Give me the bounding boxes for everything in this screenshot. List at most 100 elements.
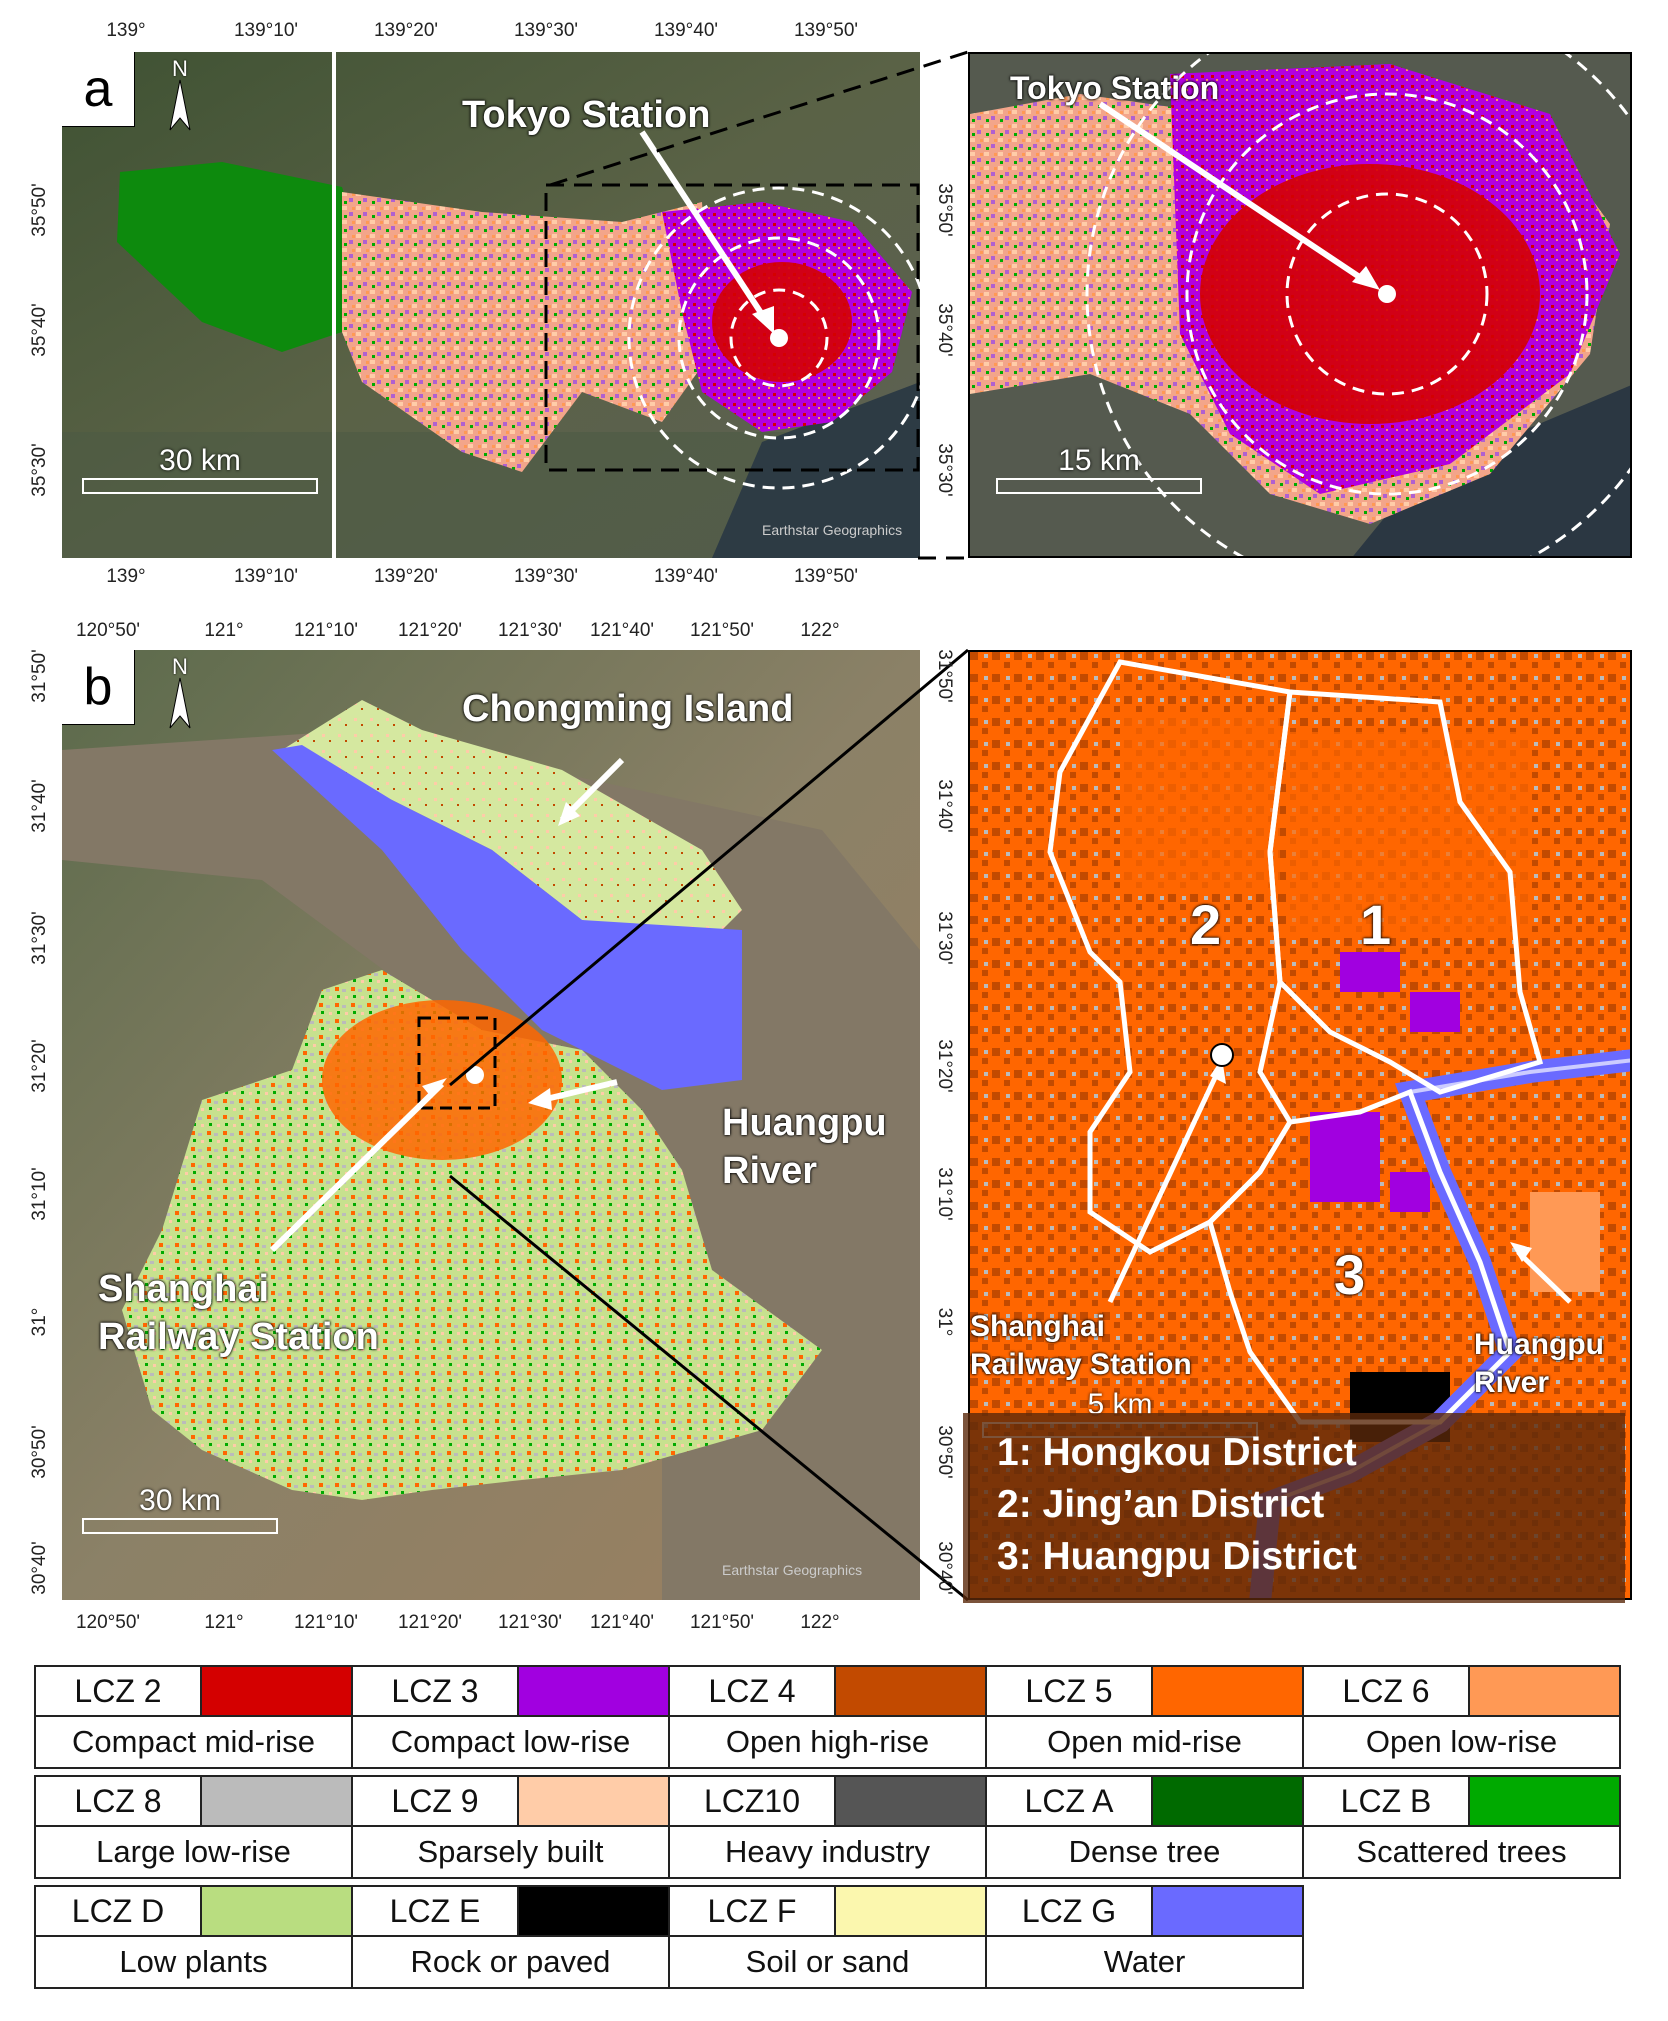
legend-swatch [519, 1887, 668, 1935]
panel-a-bottom-tick: 139° [106, 566, 146, 587]
north-arrow-b: N [160, 654, 200, 734]
scale-bar-a-zoom: 15 km [996, 444, 1202, 494]
tokyo-zoom-map: Tokyo Station 15 km [968, 52, 1632, 558]
scale-bar-b-label: 30 km [139, 1484, 221, 1517]
zoom-connector-b [449, 648, 969, 1602]
panel-a-letter: a [62, 52, 135, 127]
legend-entry: LCZ 3 [351, 1665, 670, 1717]
shanghai-station-label-2: Railway Station [98, 1316, 379, 1358]
legend-name: Heavy industry [668, 1825, 987, 1879]
legend-code: LCZ 3 [353, 1667, 519, 1715]
chongming-island-label: Chongming Island [462, 688, 794, 730]
legend-code: LCZ E [353, 1887, 519, 1935]
panel-a-top-tick: 139°50' [793, 20, 859, 41]
panel-b-left-tick: 30°40' [29, 1541, 50, 1595]
north-arrow: N [160, 56, 200, 136]
legend-name: Large low-rise [34, 1825, 353, 1879]
panel-b-left-tick: 31°30' [29, 911, 50, 965]
panel-a-right-tick: 35°50' [934, 183, 955, 237]
legend-swatch [202, 1887, 351, 1935]
legend-swatch [1153, 1667, 1302, 1715]
shanghai-station-label-1: Shanghai [98, 1268, 270, 1310]
legend-swatch [1153, 1777, 1302, 1825]
legend-name: Open mid-rise [985, 1715, 1304, 1769]
legend-entry: LCZ 6 [1302, 1665, 1621, 1717]
panel-b-right-tick: 30°50' [934, 1425, 955, 1479]
scale-bar-a-zoom-label: 15 km [1058, 444, 1140, 477]
panel-b-letter: b [62, 650, 135, 725]
legend-swatch [202, 1777, 351, 1825]
legend-code: LCZ 6 [1304, 1667, 1470, 1715]
district-item-3: 3: Huangpu District [997, 1535, 1357, 1578]
legend-code: LCZ G [987, 1887, 1153, 1935]
panel-a-bottom-tick: 139°10' [233, 566, 299, 587]
panel-b-top-tick: 121°40' [589, 620, 655, 641]
legend-code: LCZ A [987, 1777, 1153, 1825]
legend-name: Soil or sand [668, 1935, 987, 1989]
legend-name: Sparsely built [351, 1825, 670, 1879]
district-number-1: 1 [1360, 893, 1392, 956]
panel-b-right-tick: 31°30' [934, 911, 955, 965]
legend-swatch [519, 1777, 668, 1825]
panel-b-left-tick: 31°10' [29, 1167, 50, 1221]
forest-area [117, 162, 362, 352]
panel-a-right-tick: 35°30' [934, 443, 955, 497]
zoom-station-label-1: Shanghai [970, 1310, 1106, 1343]
legend-name: Open low-rise [1302, 1715, 1621, 1769]
panel-b-right-tick: 31° [934, 1307, 955, 1337]
zoom-huangpu-label-2: River [1474, 1366, 1550, 1399]
scale-bar-b: 30 km [82, 1484, 278, 1534]
legend-code: LCZ F [670, 1887, 836, 1935]
legend-code: LCZ 2 [36, 1667, 202, 1715]
tokyo-station-zoom-label: Tokyo Station [1010, 70, 1220, 106]
legend-entry: LCZ 9 [351, 1775, 670, 1827]
panel-b-top-tick: 121°20' [397, 620, 463, 641]
tokyo-station-label: Tokyo Station [462, 94, 711, 136]
panel-b-bottom-tick: 122° [800, 1612, 840, 1633]
legend-swatch [836, 1887, 985, 1935]
legend-name: Compact low-rise [351, 1715, 670, 1769]
legend-entry: LCZ G [985, 1885, 1304, 1937]
legend-name: Low plants [34, 1935, 353, 1989]
panel-b-bottom-tick: 121°40' [589, 1612, 655, 1633]
legend-code: LCZ 8 [36, 1777, 202, 1825]
north-arrow-icon [169, 79, 191, 131]
zoom-station-label-2: Railway Station [970, 1348, 1192, 1381]
legend-swatch [1470, 1777, 1619, 1825]
zoom-connector-a [549, 50, 969, 560]
shanghai-mainland-lcz [122, 970, 822, 1500]
legend-name: Water [985, 1935, 1304, 1989]
panel-a-top-tick: 139° [106, 20, 146, 41]
panel-a-bottom-tick: 139°30' [513, 566, 579, 587]
huangpu-river-label-2: River [722, 1150, 818, 1192]
hongkou-boundary [1267, 689, 1544, 1095]
legend-swatch [836, 1777, 985, 1825]
legend-code: LCZ10 [670, 1777, 836, 1825]
zoom-huangpu-label-1: Huangpu [1474, 1328, 1604, 1361]
panel-b-bottom-tick: 121°20' [397, 1612, 463, 1633]
panel-b-left-tick: 31°20' [29, 1039, 50, 1093]
panel-a-top-tick: 139°30' [513, 20, 579, 41]
legend-swatch [836, 1667, 985, 1715]
district-list: 1: Hongkou District 2: Jing’an District … [963, 1413, 1625, 1603]
district-item-1: 1: Hongkou District [997, 1431, 1357, 1474]
legend-entry: LCZ 2 [34, 1665, 353, 1717]
panel-b-bottom-tick: 121°30' [497, 1612, 563, 1633]
tokyo-station-marker [770, 329, 788, 347]
legend-code: LCZ 4 [670, 1667, 836, 1715]
panel-a-top-tick: 139°40' [653, 20, 719, 41]
panel-b-right-tick: 31°20' [934, 1039, 955, 1093]
huangpu-boundary [1207, 1088, 1513, 1425]
legend-entry: LCZ D [34, 1885, 353, 1937]
panel-b-top-tick: 122° [800, 620, 840, 641]
panel-a-right-tick: 35°40' [934, 303, 955, 357]
panel-b-top-tick: 121°10' [293, 620, 359, 641]
tokyo-map-graphic [62, 52, 920, 558]
legend-name: Compact mid-rise [34, 1715, 353, 1769]
tokyo-mixed-lcz [342, 192, 712, 472]
tokyo-zoom-graphic [970, 54, 1630, 556]
panel-a-bottom-tick: 139°50' [793, 566, 859, 587]
legend-swatch [519, 1667, 668, 1715]
panel-a-bottom-tick: 139°40' [653, 566, 719, 587]
